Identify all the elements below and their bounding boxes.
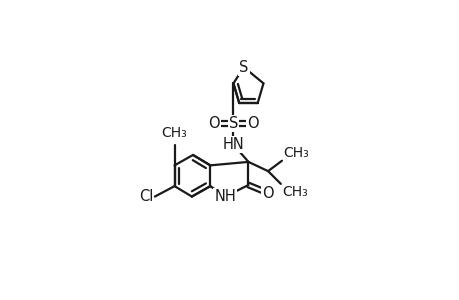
Text: NH: NH <box>214 189 236 204</box>
Text: CH₃: CH₃ <box>161 126 187 140</box>
Text: O: O <box>247 116 258 131</box>
Text: CH₃: CH₃ <box>282 146 308 160</box>
Text: Cl: Cl <box>138 189 153 204</box>
Text: CH₃: CH₃ <box>281 185 307 199</box>
Text: S: S <box>239 60 248 75</box>
Text: O: O <box>262 186 273 201</box>
Text: HN: HN <box>222 137 244 152</box>
Text: O: O <box>207 116 219 131</box>
Text: S: S <box>228 116 238 131</box>
